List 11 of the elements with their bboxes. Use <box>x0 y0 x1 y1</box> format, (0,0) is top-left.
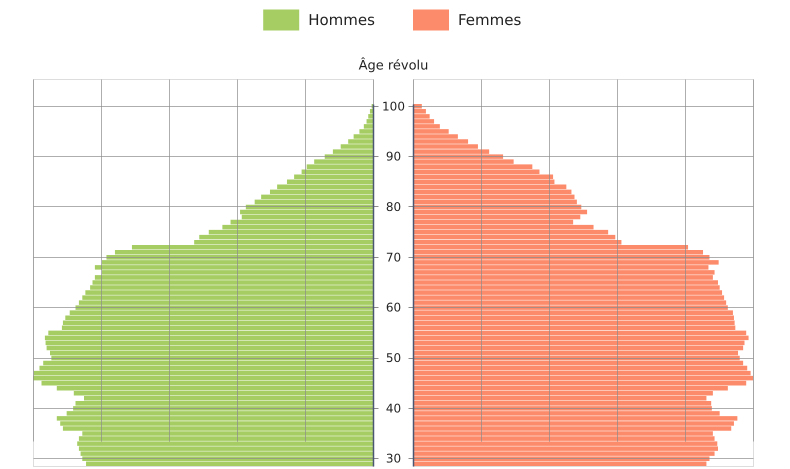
y-tick-label: 80 <box>386 200 402 214</box>
legend-label: Femmes <box>458 11 522 29</box>
legend-label: Hommes <box>308 11 376 29</box>
y-tick-label: 70 <box>386 250 402 264</box>
y-tick-label: 90 <box>386 150 402 164</box>
y-tick-label: 40 <box>386 401 402 416</box>
y-tick-label: 60 <box>386 300 402 315</box>
y-tick-label: 50 <box>386 351 402 366</box>
y-tick-label: 100 <box>382 99 405 114</box>
y-tick-label: 30 <box>386 452 402 466</box>
y-axis-title: Âge révolu <box>358 56 428 74</box>
